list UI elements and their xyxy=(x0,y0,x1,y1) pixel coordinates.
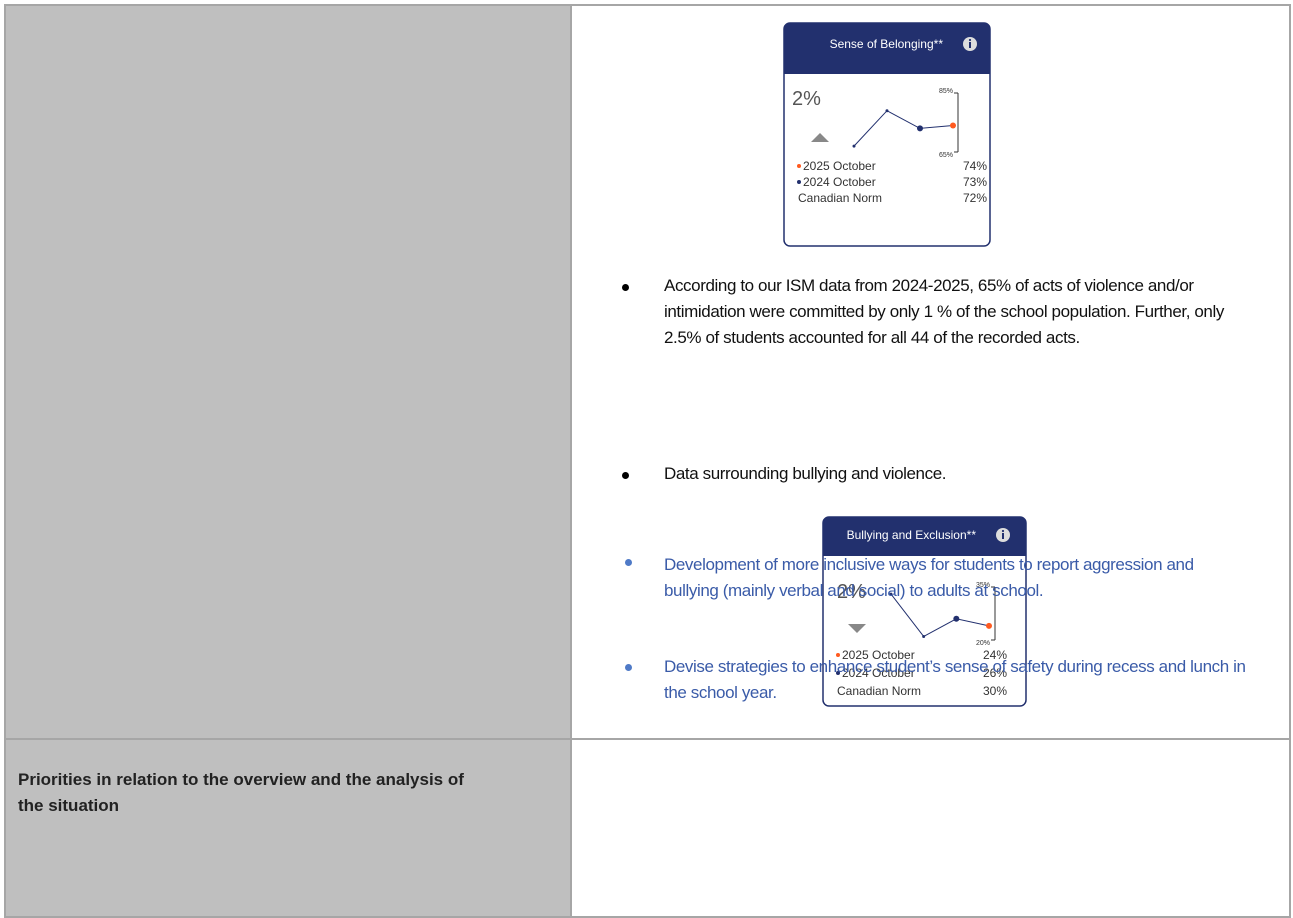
point xyxy=(953,615,960,622)
legend-value: 72% xyxy=(963,191,987,205)
legend-value: 24% xyxy=(983,648,1007,662)
bullet xyxy=(622,284,629,291)
point xyxy=(922,634,926,638)
bullet xyxy=(625,559,632,566)
info-icon-bar xyxy=(969,42,971,48)
info-icon-dot xyxy=(1001,529,1005,533)
bullet xyxy=(622,472,629,479)
legend-dot xyxy=(836,653,840,657)
card-title: Sense of Belonging** xyxy=(830,37,944,51)
trend-line xyxy=(853,110,954,147)
bullet-text: Data surrounding bullying and violence. xyxy=(664,464,947,483)
legend-name: Canadian Norm xyxy=(798,191,882,205)
legend-value: 74% xyxy=(963,159,987,173)
row-label: Priorities in relation to the overview a… xyxy=(18,770,464,815)
point xyxy=(986,622,992,629)
legend-value: 26% xyxy=(983,666,1007,680)
change: 2% xyxy=(792,88,821,110)
bullet-text: According to our ISM data from 2024-2025… xyxy=(664,276,1224,347)
belonging-card: Sense of Belonging** 2% 85% 65% 2025 October… xyxy=(783,22,991,247)
legend-name: 2025 October xyxy=(803,159,876,173)
priority-text: Devise strategies to enhance student’s s… xyxy=(664,657,1246,702)
legend-name: 2024 October xyxy=(803,175,876,189)
right-cell xyxy=(570,738,1291,918)
info-icon-dot xyxy=(968,38,972,42)
card-header xyxy=(784,23,990,74)
tick-label: 20% xyxy=(976,640,990,647)
card-header xyxy=(823,517,1026,556)
legend-name: 2025 October xyxy=(842,648,915,662)
bullying-card: Bullying and Exclusion** 2% 35% 20% 2025 Oct… xyxy=(822,516,1027,707)
point xyxy=(917,125,923,132)
bullet xyxy=(625,664,632,671)
legend-dot xyxy=(836,671,840,675)
legend-name: Canadian Norm xyxy=(837,684,921,698)
legend-dot xyxy=(797,180,801,184)
left-cell xyxy=(4,738,572,918)
info-icon-bar xyxy=(1002,533,1004,539)
card-title: Bullying and Exclusion** xyxy=(847,528,977,542)
trend-arrow xyxy=(848,624,866,633)
point xyxy=(950,122,956,129)
legend-value: 73% xyxy=(963,175,987,189)
left-cell xyxy=(4,4,572,740)
tick-label: 35% xyxy=(976,582,990,589)
point xyxy=(852,144,856,148)
legend-dot xyxy=(797,164,801,168)
point xyxy=(885,109,889,113)
trend-line xyxy=(890,593,990,638)
legend-value: 30% xyxy=(983,684,1007,698)
priority-text: Development of more inclusive ways for s… xyxy=(664,555,1194,600)
change: 2% xyxy=(837,581,866,603)
legend-name: 2024 October xyxy=(842,666,915,680)
tick-label: 65% xyxy=(939,152,953,159)
point xyxy=(889,592,893,596)
tick-label: 85% xyxy=(939,88,953,95)
trend-arrow xyxy=(811,133,829,142)
